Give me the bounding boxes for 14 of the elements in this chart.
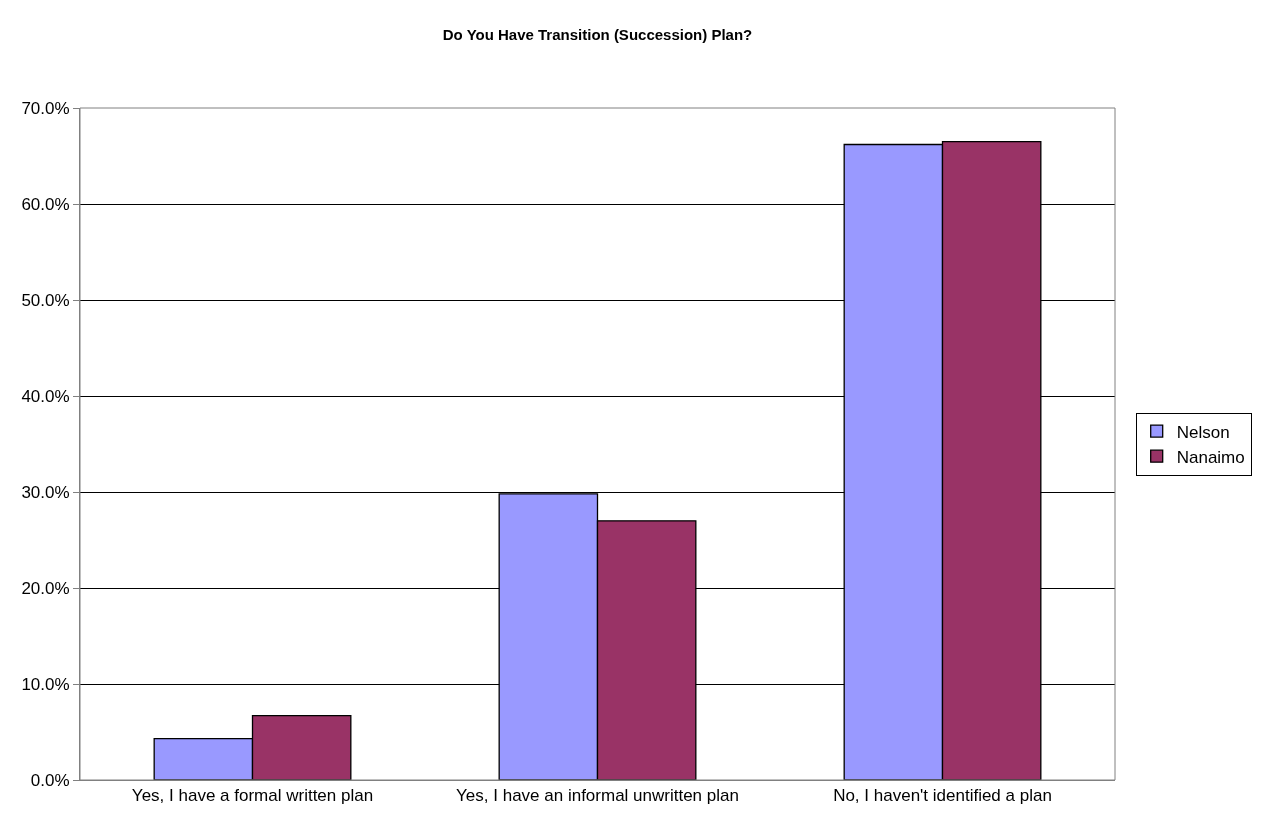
x-tick-label: Yes, I have an informal unwritten plan bbox=[456, 786, 739, 806]
y-tick-label: 10.0% bbox=[21, 674, 70, 694]
y-tick-label: 60.0% bbox=[21, 194, 70, 214]
y-tick-label: 30.0% bbox=[21, 482, 70, 502]
y-tick-label: 40.0% bbox=[21, 386, 70, 406]
x-tick-label: Yes, I have a formal written plan bbox=[131, 786, 374, 806]
x-tick-label: No, I haven't identified a plan bbox=[833, 786, 1052, 806]
y-tick-label: 70.0% bbox=[21, 98, 70, 118]
chart-title: Do You Have Transition (Succession) Plan? bbox=[442, 25, 753, 43]
y-tick-label: 50.0% bbox=[21, 290, 70, 310]
y-tick-label: 20.0% bbox=[21, 578, 70, 598]
legend-label: Nelson bbox=[1176, 422, 1230, 442]
y-tick-label: 0.0% bbox=[30, 770, 70, 790]
legend-label: Nanaimo bbox=[1176, 447, 1245, 467]
